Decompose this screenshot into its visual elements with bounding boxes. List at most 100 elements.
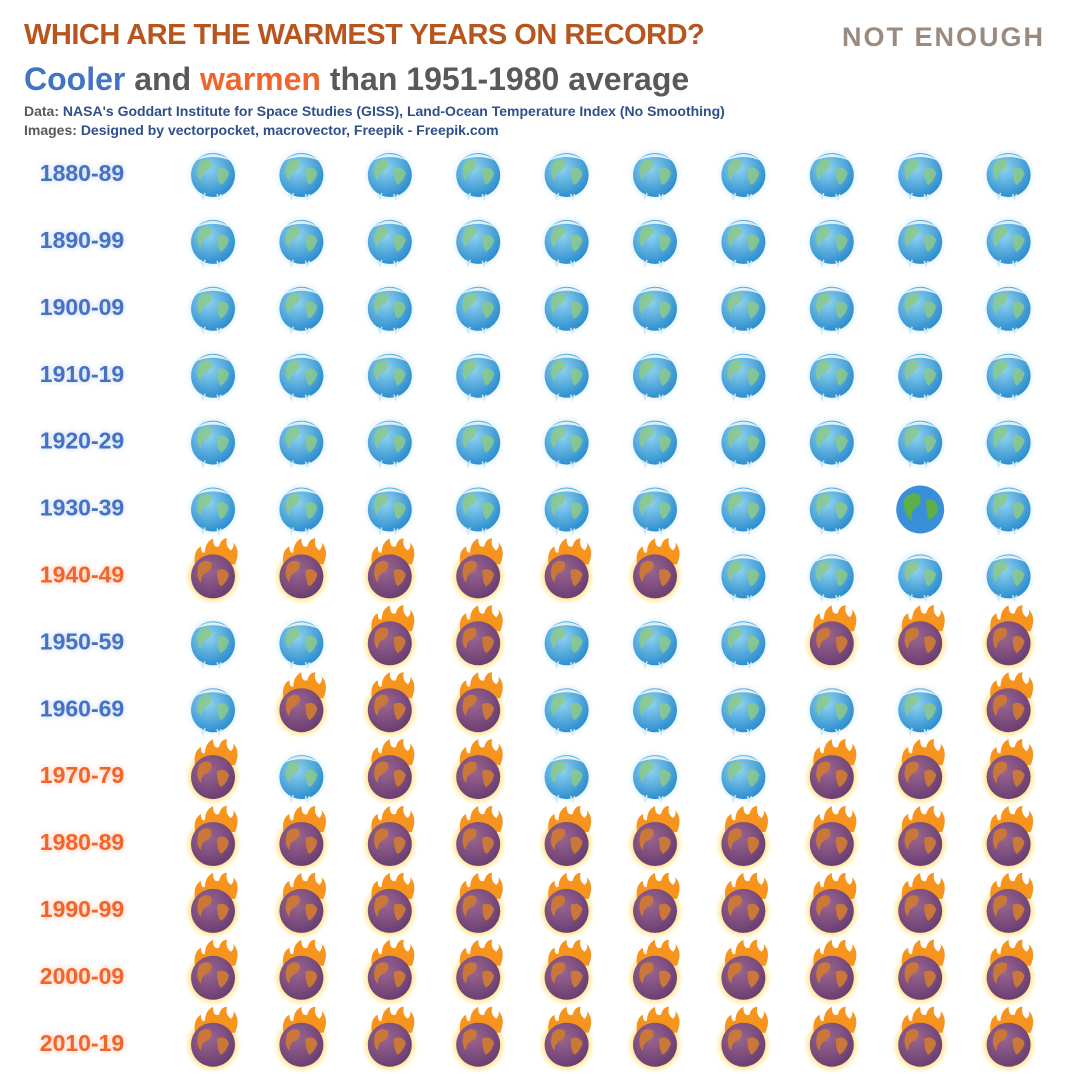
globe-warm: [449, 806, 508, 873]
globe-warm: [626, 1006, 684, 1074]
globe-cool: [713, 345, 774, 406]
globe-warm: [891, 1006, 950, 1074]
row-label: 1930-39: [40, 495, 124, 521]
globe-warm: [979, 672, 1038, 740]
globe-cool: [978, 145, 1039, 205]
globe-cool: [536, 212, 597, 272]
globe-cool: [713, 479, 774, 540]
globe-cool: [890, 680, 950, 740]
globe-warm: [272, 1006, 331, 1074]
globe-warm: [360, 672, 419, 740]
globe-cool: [183, 345, 243, 406]
globe-cool: [802, 212, 862, 272]
globe-warm: [626, 939, 684, 1007]
globe-cool: [625, 279, 685, 339]
globe-cool: [271, 747, 332, 807]
globe-cool: [713, 279, 774, 339]
globe-warm: [802, 605, 861, 673]
globe-warm: [449, 739, 508, 807]
subtitle-rest: than 1951-1980 average: [330, 61, 689, 97]
globe-cool: [978, 546, 1039, 607]
globe-cool: [890, 279, 950, 339]
globe-warm: [537, 1006, 596, 1074]
source-label: Data:: [24, 103, 59, 119]
globe-warm: [802, 739, 861, 807]
row-label: 1940-49: [40, 561, 124, 587]
globe-cool: [713, 412, 774, 473]
globe-warm: [272, 672, 331, 740]
globe-cool: [536, 412, 597, 473]
globe-warm: [360, 806, 419, 873]
globe-warm: [184, 739, 242, 807]
row-label: 1960-69: [40, 695, 124, 721]
globe-warm: [360, 739, 419, 807]
globe-cool: [713, 546, 774, 607]
globe-warm: [979, 1006, 1038, 1074]
credit-label: Images:: [24, 122, 77, 138]
globe-cool: [890, 212, 950, 272]
source-text: NASA's Goddart Institute for Space Studi…: [63, 103, 725, 119]
globe-warm: [979, 872, 1038, 940]
globe-cool: [978, 412, 1039, 473]
globe-cool: [360, 345, 420, 406]
row-label: 1890-99: [40, 227, 124, 253]
globe-cool: [183, 479, 243, 540]
globe-warm: [360, 538, 419, 606]
globe-warm: [272, 939, 331, 1007]
globe-cool: [360, 145, 420, 205]
globe-warm: [714, 872, 773, 940]
row-label: 2000-09: [40, 963, 124, 989]
globe-warm: [537, 806, 596, 873]
globe-warm: [449, 672, 508, 740]
row-label: 1970-79: [40, 762, 124, 788]
globe-cool: [890, 546, 950, 607]
globe-cool: [448, 345, 508, 406]
globe-warm: [891, 872, 950, 940]
globe-cool: [536, 279, 597, 339]
subtitle: Cooler and warmen than 1951-1980 average: [24, 61, 689, 97]
globe-warm: [184, 538, 242, 606]
globe-warm: [891, 939, 950, 1007]
globe-cool: [802, 479, 862, 540]
globe-cool: [360, 212, 420, 272]
globe-cool: [978, 479, 1039, 540]
title: WHICH ARE THE WARMEST YEARS ON RECORD?: [24, 19, 704, 51]
globe-warm: [272, 806, 331, 873]
globe-cool: [713, 145, 774, 205]
globe-warm: [184, 872, 242, 940]
globe-cool: [978, 279, 1039, 339]
globe-cool: [625, 212, 685, 272]
globe-cool: [183, 145, 243, 205]
globe-warm: [360, 605, 419, 673]
globe-cool: [536, 680, 597, 740]
globe-warm: [626, 872, 684, 940]
globe-cool: [802, 546, 862, 607]
globe-warm: [802, 939, 861, 1007]
globe-cool: [271, 613, 332, 674]
row-label: 1950-59: [40, 628, 124, 654]
globe-cool: [625, 680, 685, 740]
globe-warm: [979, 739, 1038, 807]
credit-text: Designed by vectorpocket, macrovector, F…: [81, 122, 499, 138]
globe-cool: [978, 212, 1039, 272]
globe-warm: [714, 939, 773, 1007]
grid: 1880-89 1890-99 1900-09 1910-19 1920-29 1930-…: [40, 145, 1039, 1074]
globe-warm: [891, 806, 950, 873]
row-label: 1990-99: [40, 896, 124, 922]
globe-warm: [626, 806, 684, 873]
globe-cool: [890, 145, 950, 205]
globe-cool: [978, 345, 1039, 406]
globe-cool: [271, 145, 332, 205]
globe-cool: [802, 279, 862, 339]
globe-cool: [625, 479, 685, 540]
globe-warm: [979, 806, 1038, 873]
globe-cool: [271, 345, 332, 406]
images-credit: Images: Designed by vectorpocket, macrov…: [24, 122, 499, 138]
row-label: 1900-09: [40, 294, 124, 320]
globe-warm: [891, 605, 950, 673]
globe-cool: [625, 613, 685, 674]
globe-warm: [449, 939, 508, 1007]
globe-warm: [714, 1006, 773, 1074]
globe-cool: [802, 145, 862, 205]
